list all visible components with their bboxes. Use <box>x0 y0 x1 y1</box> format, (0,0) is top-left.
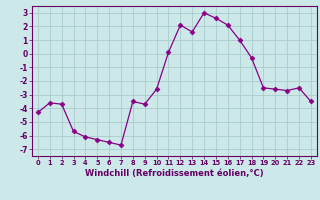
X-axis label: Windchill (Refroidissement éolien,°C): Windchill (Refroidissement éolien,°C) <box>85 169 264 178</box>
